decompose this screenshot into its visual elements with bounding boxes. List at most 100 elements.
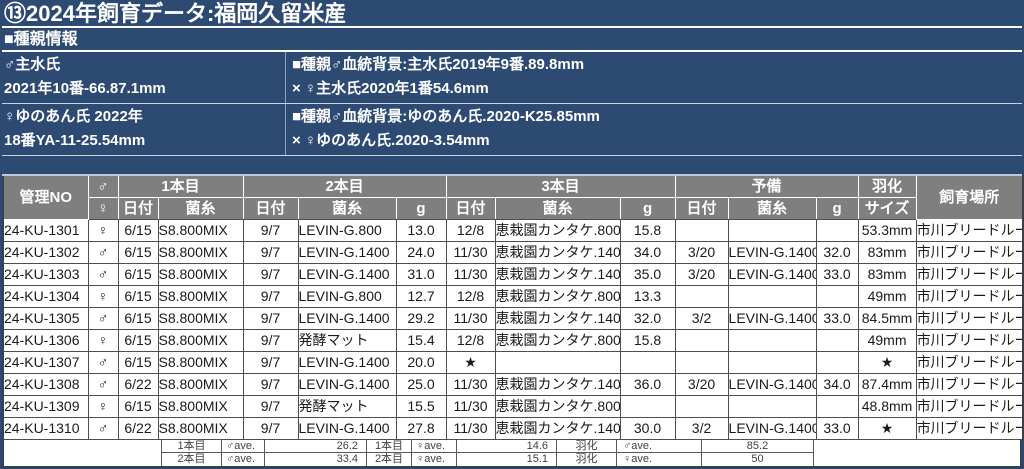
cell-reserve-grams: 34.0	[815, 373, 859, 396]
cell-round3-kinshi: 恵栽園カンタケ.1400	[494, 241, 621, 264]
cell-round1-date: 6/15	[117, 263, 159, 286]
cell-round1-kinshi: S8.800MIX	[157, 307, 244, 330]
cell-round2-date: 9/7	[242, 329, 299, 352]
cell-round2-kinshi: LEVIN-G.800	[297, 219, 397, 242]
summary-eclosion-label: 羽化	[557, 453, 617, 466]
cell-round3-grams: 30.0	[619, 417, 676, 440]
cell-round2-grams: 27.8	[395, 417, 447, 440]
cell-sex: ♂	[87, 307, 119, 330]
cell-round3-kinshi: 恵栽園カンタケ.1400	[494, 417, 621, 440]
cell-round3-grams: 36.0	[619, 373, 676, 396]
cell-round3-date: 11/30	[445, 307, 496, 330]
cell-round2-date: 9/7	[242, 285, 299, 308]
cell-round2-date: 9/7	[242, 373, 299, 396]
cell-reserve-kinshi	[727, 329, 817, 352]
cell-sex: ♂	[87, 263, 119, 286]
cell-reserve-kinshi: LEVIN-G.1400	[727, 373, 817, 396]
father-bloodline-cell: ■種親♂血統背景:主水氏2019年9番.89.8mm × ♀主水氏2020年1番…	[286, 52, 1022, 103]
mother-info-row: ♀ゆのあん氏 2022年 18番YA-11-25.54mm ■種親♂血統背景:ゆ…	[2, 104, 1022, 156]
cell-round2-grams: 31.0	[395, 263, 447, 286]
col-header-male-symbol: ♂	[87, 174, 119, 198]
col-header-female-symbol: ♀	[87, 197, 119, 220]
cell-round3-grams: 34.0	[619, 241, 676, 264]
cell-round2-grams: 20.0	[395, 351, 447, 374]
cell-rearing-place: 市川ブリードルーム	[915, 241, 1024, 264]
cell-reserve-date: 3/2	[674, 417, 729, 440]
cell-round3-kinshi: 恵栽園カンタケ.800	[494, 395, 621, 418]
cell-rearing-place: 市川ブリードルーム	[915, 373, 1024, 396]
table-row: 24-KU-1301 ♀ 6/15 S8.800MIX 9/7 LEVIN-G.…	[2, 219, 1024, 242]
cell-round2-grams: 24.0	[395, 241, 447, 264]
table-row: 24-KU-1305 ♂ 6/15 S8.800MIX 9/7 LEVIN-G.…	[2, 307, 1024, 330]
cell-round1-kinshi: S8.800MIX	[157, 417, 244, 440]
cell-round1-date: 6/15	[117, 395, 159, 418]
cell-round2-kinshi: LEVIN-G.1400	[297, 263, 397, 286]
cell-eclosion-size: 49mm	[857, 329, 917, 352]
cell-sex: ♂	[87, 241, 119, 264]
cell-round2-kinshi: LEVIN-G.800	[297, 285, 397, 308]
cell-reserve-grams: 33.0	[815, 417, 859, 440]
summary-row: 1本目 ♂ave. 26.2 1本目 ♀ave. 14.6 羽化 ♂ave. 8…	[4, 440, 1020, 453]
cell-round1-kinshi: S8.800MIX	[157, 395, 244, 418]
cell-round3-date: 11/30	[445, 395, 496, 418]
cell-round1-date: 6/22	[117, 373, 159, 396]
cell-reserve-date: 3/2	[674, 307, 729, 330]
cell-reserve-kinshi	[727, 351, 817, 374]
cell-rearing-place: 市川ブリードルーム	[915, 285, 1024, 308]
summary-ave-value: 26.2	[265, 440, 367, 453]
averages-summary: 1本目 ♂ave. 26.2 1本目 ♀ave. 14.6 羽化 ♂ave. 8…	[2, 440, 1022, 468]
cell-round3-date: 11/30	[445, 263, 496, 286]
col-header-round2: 2本目	[242, 174, 447, 198]
cell-round1-kinshi: S8.800MIX	[157, 373, 244, 396]
cell-eclosion-size: 48.8mm	[857, 395, 917, 418]
cell-reserve-kinshi	[727, 285, 817, 308]
cell-reserve-grams	[815, 351, 859, 374]
cell-round3-date: 12/8	[445, 329, 496, 352]
cell-rearing-place: 市川ブリードルーム	[915, 263, 1024, 286]
mother-bloodline-line2: × ♀ゆのあん氏.2020-3.54mm	[292, 132, 490, 149]
cell-round1-kinshi: S8.800MIX	[157, 351, 244, 374]
cell-round3-date: 11/30	[445, 241, 496, 264]
cell-kanri-no: 24-KU-1308	[2, 373, 89, 396]
cell-reserve-kinshi	[727, 219, 817, 242]
table-row: 24-KU-1303 ♂ 6/15 S8.800MIX 9/7 LEVIN-G.…	[2, 263, 1024, 286]
cell-round3-date: 11/30	[445, 373, 496, 396]
cell-round2-date: 9/7	[242, 219, 299, 242]
summary-ave-value: 33.4	[265, 453, 367, 466]
summary-ave-value: 15.1	[457, 453, 557, 466]
cell-round2-kinshi: LEVIN-G.1400	[297, 307, 397, 330]
cell-round2-date: 9/7	[242, 417, 299, 440]
col-header-kanri-no: 管理NO	[2, 174, 89, 220]
cell-round3-grams: 15.8	[619, 219, 676, 242]
father-name: ♂主水氏	[4, 56, 61, 73]
cell-rearing-place: 市川ブリードルーム	[915, 351, 1024, 374]
table-body: 24-KU-1301 ♀ 6/15 S8.800MIX 9/7 LEVIN-G.…	[2, 219, 1024, 440]
cell-eclosion-size: ★	[857, 417, 917, 440]
summary-ave-label: ♂ave.	[222, 453, 265, 466]
father-info-row: ♂主水氏 2021年10番-66.87.1mm ■種親♂血統背景:主水氏2019…	[2, 52, 1022, 104]
father-bloodline-line1: ■種親♂血統背景:主水氏2019年9番.89.8mm	[292, 56, 585, 73]
col-header-round1-date: 日付	[117, 197, 159, 220]
table-row: 24-KU-1306 ♀ 6/15 S8.800MIX 9/7 発酵マット 15…	[2, 329, 1024, 352]
summary-ave-label: ♂ave.	[222, 440, 265, 453]
cell-kanri-no: 24-KU-1309	[2, 395, 89, 418]
cell-round3-grams: 32.0	[619, 307, 676, 330]
cell-round2-grams: 12.7	[395, 285, 447, 308]
cell-reserve-date: 3/20	[674, 373, 729, 396]
cell-sex: ♀	[87, 395, 119, 418]
cell-round2-date: 9/7	[242, 395, 299, 418]
cell-round2-kinshi: LEVIN-G.1400	[297, 373, 397, 396]
cell-round1-date: 6/15	[117, 219, 159, 242]
table-header-row-2: ♀ 日付 菌糸 日付 菌糸 g 日付 菌糸 g 日付 菌糸 g サイズ	[3, 197, 1023, 220]
cell-round1-date: 6/22	[117, 417, 159, 440]
cell-round2-kinshi: LEVIN-G.1400	[297, 241, 397, 264]
table-row: 24-KU-1309 ♀ 6/15 S8.800MIX 9/7 発酵マット 15…	[2, 395, 1024, 418]
cell-kanri-no: 24-KU-1305	[2, 307, 89, 330]
col-header-round1: 1本目	[117, 174, 244, 198]
cell-round1-kinshi: S8.800MIX	[157, 241, 244, 264]
summary-left-pad	[4, 440, 162, 453]
cell-reserve-date	[674, 329, 729, 352]
cell-kanri-no: 24-KU-1302	[2, 241, 89, 264]
cell-eclosion-size: 84.5mm	[857, 307, 917, 330]
cell-reserve-grams	[815, 395, 859, 418]
